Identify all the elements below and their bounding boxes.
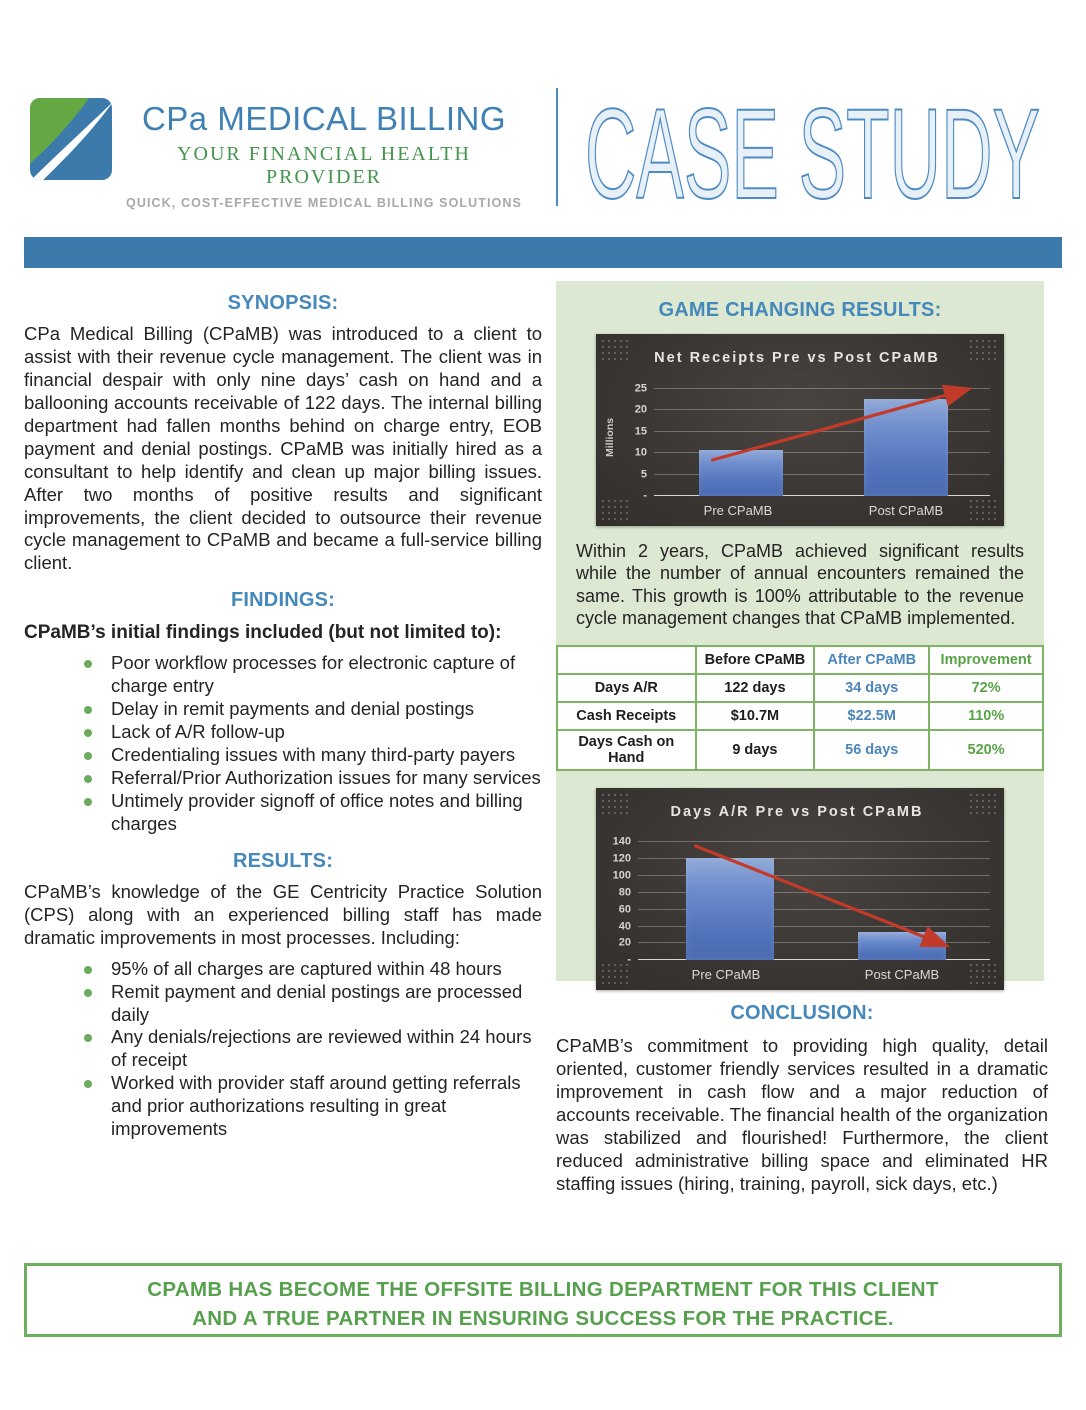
- corner-dots-icon: [600, 792, 632, 817]
- x-label-post: Post CPaMB: [868, 503, 944, 518]
- cell-before: $10.7M: [694, 701, 816, 732]
- table-header-row: Before CPaMB After CPaMB Improvement: [556, 645, 1044, 676]
- corner-dots-icon: [600, 338, 632, 362]
- corner-dots-icon: [968, 498, 1000, 522]
- results-list: 95% of all charges are captured within 4…: [24, 958, 542, 1142]
- list-item: Poor workflow processes for electronic c…: [84, 652, 542, 698]
- conclusion-heading: CONCLUSION:: [730, 1002, 874, 1024]
- brand-name: CPa MEDICAL BILLING: [141, 100, 507, 137]
- left-column: SYNOPSIS: CPa Medical Billing (CPaMB) wa…: [24, 292, 542, 1141]
- y-axis: 140 120 100 80 60 40 20-: [612, 835, 631, 966]
- cell-after: 56 days: [813, 729, 931, 772]
- list-item: Referral/Prior Authorization issues for …: [84, 767, 542, 790]
- corner-dots-icon: [968, 792, 1000, 817]
- header-before: Before CPaMB: [694, 645, 816, 676]
- corner-dots-icon: [968, 338, 1000, 362]
- row-label: Days A/R: [556, 673, 697, 704]
- conclusion-body: CPaMB’s commitment to providing high qua…: [556, 1035, 1048, 1194]
- results-panel: GAME CHANGING RESULTS: Net Receipts Pre …: [556, 281, 1044, 991]
- y-axis: 25 20 15 10 5-: [634, 382, 647, 502]
- chart-title: Days A/R Pre vs Post CPaMB: [670, 804, 924, 821]
- brand-tagline-2: QUICK, COST-EFFECTIVE MEDICAL BILLING SO…: [126, 196, 522, 210]
- list-item: Delay in remit payments and denial posti…: [84, 698, 542, 721]
- bottom-banner: CPaMB HAS BECOME THE OFFSITE BILLING DEP…: [24, 1263, 1062, 1337]
- results-body: CPaMB’s knowledge of the GE Centricity P…: [24, 880, 542, 948]
- header-after: After CPaMB: [813, 645, 931, 676]
- table-row: Cash Receipts $10.7M $22.5M 110%: [556, 701, 1044, 732]
- synopsis-heading: SYNOPSIS:: [227, 292, 339, 314]
- x-axis-labels: Pre CPaMB Post CPaMB: [638, 960, 990, 982]
- header-improvement: Improvement: [928, 645, 1044, 676]
- company-logo-icon: [30, 98, 112, 180]
- net-receipts-chart: Net Receipts Pre vs Post CPaMB Millions …: [596, 334, 1004, 526]
- plot-area: [638, 832, 990, 961]
- cell-improvement: 110%: [928, 701, 1044, 732]
- corner-dots-icon: [968, 962, 1000, 987]
- x-label-post: Post CPaMB: [864, 967, 940, 983]
- brand-text-block: CPa MEDICAL BILLING YOUR FINANCIAL HEALT…: [118, 100, 530, 210]
- list-item: Any denials/rejections are reviewed with…: [84, 1026, 542, 1072]
- banner-line-1: CPaMB HAS BECOME THE OFFSITE BILLING DEP…: [147, 1278, 939, 1301]
- row-label: Days Cash on Hand: [556, 729, 697, 772]
- cell-improvement: 72%: [928, 673, 1044, 704]
- synopsis-body: CPa Medical Billing (CPaMB) was introduc…: [24, 323, 542, 574]
- x-label-pre: Pre CPaMB: [703, 503, 773, 518]
- findings-intro: CPaMB’s initial findings included (but n…: [24, 622, 502, 644]
- conclusion-section: CONCLUSION: CPaMB’s commitment to provid…: [556, 1002, 1048, 1196]
- list-item: Credentialing issues with many third-par…: [84, 744, 542, 767]
- table-row: Days Cash on Hand 9 days 56 days 520%: [556, 729, 1044, 772]
- brand-tagline-1: YOUR FINANCIAL HEALTH PROVIDER: [177, 143, 471, 188]
- page-title-text: CASE STUDY: [585, 86, 1040, 221]
- cell-after: 34 days: [813, 673, 931, 704]
- results-table: Before CPaMB After CPaMB Improvement Day…: [556, 645, 1044, 772]
- corner-dots-icon: [600, 962, 632, 987]
- plot-area: [654, 378, 990, 496]
- panel-note: Within 2 years, CPaMB achieved significa…: [576, 541, 1024, 628]
- cell-after: $22.5M: [813, 701, 931, 732]
- results-heading: RESULTS:: [232, 849, 334, 872]
- cell-before: 122 days: [694, 673, 816, 704]
- x-axis-labels: Pre CPaMB Post CPaMB: [654, 496, 990, 518]
- header-blank: [556, 645, 697, 676]
- list-item: Untimely provider signoff of office note…: [84, 790, 542, 836]
- findings-heading: FINDINGS:: [230, 589, 336, 612]
- list-item: 95% of all charges are captured within 4…: [84, 958, 542, 981]
- cell-improvement: 520%: [928, 729, 1044, 772]
- chart-title: Net Receipts Pre vs Post CPaMB: [654, 350, 940, 366]
- y-axis-label: Millions: [604, 417, 616, 457]
- game-changing-heading: GAME CHANGING RESULTS:: [658, 299, 942, 321]
- list-item: Remit payment and denial postings are pr…: [84, 981, 542, 1027]
- header-divider: [556, 88, 558, 206]
- list-item: Worked with provider staff around gettin…: [84, 1072, 542, 1141]
- cell-before: 9 days: [694, 729, 816, 772]
- findings-list: Poor workflow processes for electronic c…: [24, 652, 542, 836]
- corner-dots-icon: [600, 498, 632, 522]
- x-label-pre: Pre CPaMB: [691, 967, 761, 983]
- banner-line-2: AND A TRUE PARTNER IN ENSURING SUCCESS F…: [192, 1307, 894, 1330]
- page-title: CASE STUDY: [580, 82, 1050, 227]
- list-item: Lack of A/R follow-up: [84, 721, 542, 744]
- header-band: [24, 237, 1062, 268]
- days-ar-chart: Days A/R Pre vs Post CPaMB 140 120 100 80 60…: [596, 788, 1004, 991]
- row-label: Cash Receipts: [556, 701, 697, 732]
- table-row: Days A/R 122 days 34 days 72%: [556, 673, 1044, 704]
